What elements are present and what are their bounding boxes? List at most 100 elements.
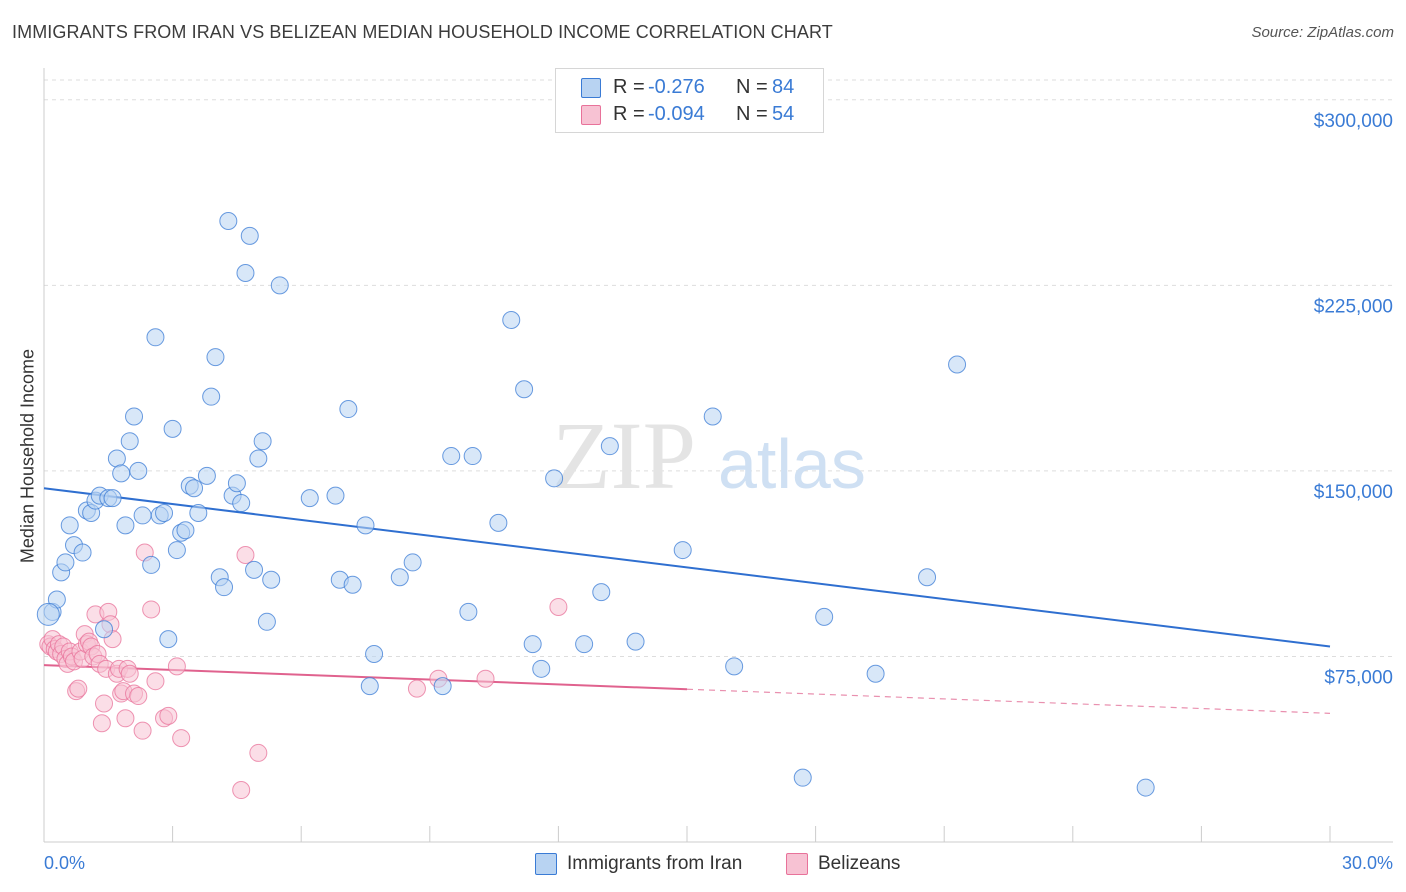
axes	[43, 68, 1393, 843]
data-point-belizeans	[249, 743, 268, 762]
r-value-iran: -0.276	[648, 76, 705, 98]
data-point-belizeans	[142, 600, 161, 619]
data-point-iran	[515, 380, 534, 399]
data-point-iran	[202, 387, 221, 406]
data-point-iran	[107, 449, 126, 468]
data-point-iran	[262, 570, 281, 589]
data-point-iran	[463, 447, 482, 466]
data-point-iran	[206, 348, 225, 367]
trend-line-belizeans	[43, 664, 688, 691]
iran-swatch	[581, 78, 601, 98]
data-point-belizeans	[146, 672, 165, 691]
data-point-iran	[120, 432, 139, 451]
trend-line-iran	[43, 487, 1331, 648]
x-tick-right: 30.0%	[1342, 853, 1393, 873]
data-point-belizeans	[407, 679, 426, 698]
data-point-iran	[73, 543, 92, 562]
stats-row-belizeans: R = -0.094 N = 54	[556, 101, 823, 128]
data-point-iran	[948, 355, 967, 374]
data-point-belizeans	[95, 694, 114, 713]
data-point-belizeans	[232, 781, 251, 800]
data-point-belizeans	[92, 714, 111, 733]
legend-swatch-iran	[535, 853, 557, 875]
data-point-iran	[339, 400, 358, 419]
data-point-iran	[125, 407, 144, 426]
data-point-belizeans	[549, 597, 568, 616]
data-point-iran	[356, 516, 375, 535]
y-tick-label: $150,000	[1314, 482, 1393, 503]
data-point-iran	[232, 494, 251, 513]
data-point-iran	[155, 503, 174, 522]
r-label: R =	[613, 76, 645, 98]
data-point-iran	[227, 474, 246, 493]
data-point-iran	[116, 516, 135, 535]
n-label: N =	[736, 76, 768, 98]
data-point-belizeans	[133, 721, 152, 740]
data-point-iran	[815, 607, 834, 626]
data-point-belizeans	[167, 657, 186, 676]
data-point-iran	[600, 437, 619, 456]
source-credit: Source: ZipAtlas.com	[1251, 24, 1394, 41]
data-point-iran	[215, 578, 234, 597]
data-point-belizeans	[236, 546, 255, 565]
legend-label-iran: Immigrants from Iran	[567, 853, 743, 874]
data-point-iran	[532, 659, 551, 678]
data-point-iran	[626, 632, 645, 651]
data-point-iran	[176, 521, 195, 540]
data-point-iran	[253, 432, 272, 451]
data-point-belizeans	[69, 679, 88, 698]
data-point-iran	[185, 479, 204, 498]
data-point-iran	[673, 541, 692, 560]
y-tick-label: $300,000	[1314, 111, 1393, 132]
data-point-iran	[489, 513, 508, 532]
data-point-belizeans	[116, 709, 135, 728]
zipatlas-watermark: ZIP atlas	[552, 402, 866, 509]
data-point-iran	[189, 503, 208, 522]
data-point-iran	[866, 664, 885, 683]
data-point-iran	[236, 263, 255, 282]
data-point-iran	[575, 635, 594, 654]
r-value-belizeans: -0.094	[648, 103, 705, 125]
data-point-iran	[142, 555, 161, 574]
data-point-belizeans	[476, 669, 495, 688]
data-point-iran	[918, 568, 937, 587]
stats-row-iran: R = -0.276 N = 84	[556, 74, 823, 101]
data-point-iran	[163, 419, 182, 438]
data-point-iran	[270, 276, 289, 295]
data-point-iran	[159, 630, 178, 649]
data-point-iran	[36, 602, 60, 626]
data-point-iran	[442, 447, 461, 466]
data-point-iran	[146, 328, 165, 347]
data-point-iran	[249, 449, 268, 468]
data-point-iran	[95, 620, 114, 639]
data-point-iran	[129, 461, 148, 480]
data-point-iran	[219, 212, 238, 231]
data-point-iran	[257, 612, 276, 631]
data-point-iran	[60, 516, 79, 535]
data-point-iran	[725, 657, 744, 676]
data-point-iran	[703, 407, 722, 426]
y-tick-labels: $75,000 $150,000 $225,000 $300,000	[1314, 111, 1393, 689]
r-label: R =	[613, 103, 645, 125]
trend-line-belizeans-extension	[686, 688, 1331, 714]
data-point-iran	[365, 644, 384, 663]
data-point-belizeans	[120, 664, 139, 683]
data-point-iran	[403, 553, 422, 572]
data-point-iran	[360, 677, 379, 696]
x-tick-left: 0.0%	[44, 853, 85, 873]
data-point-iran	[502, 310, 521, 329]
data-point-iran	[240, 226, 259, 245]
data-point-iran	[793, 768, 812, 787]
data-point-iran	[56, 553, 75, 572]
data-point-belizeans	[159, 706, 178, 725]
data-point-iran	[459, 602, 478, 621]
legend-swatch-belizeans	[786, 853, 808, 875]
legend-label-belizeans: Belizeans	[818, 853, 901, 874]
data-point-iran	[133, 506, 152, 525]
data-point-iran	[103, 489, 122, 508]
belizeans-swatch	[581, 105, 601, 125]
data-point-iran	[167, 541, 186, 560]
watermark-zip: ZIP	[552, 402, 696, 509]
data-point-iran	[112, 464, 131, 483]
